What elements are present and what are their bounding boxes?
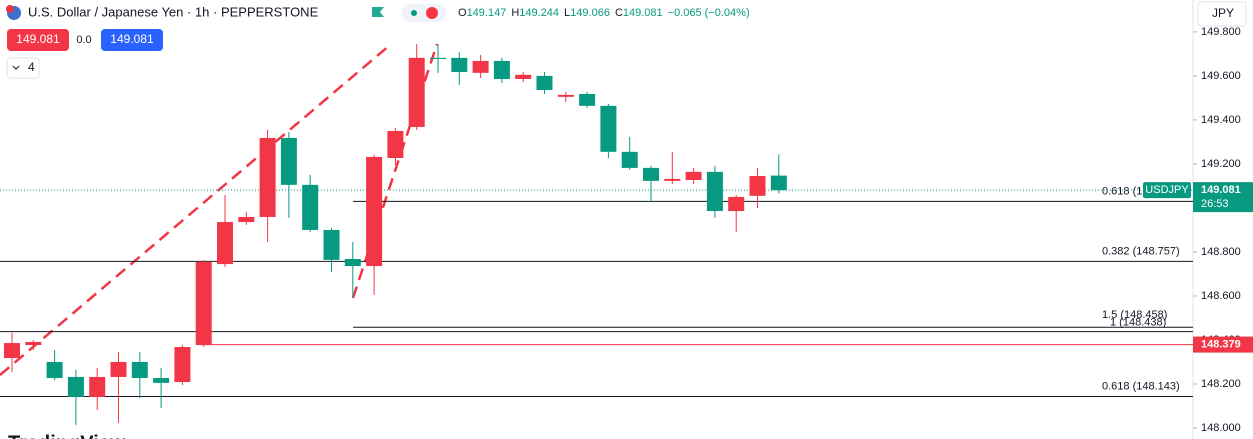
y-tick-label: 149.800 <box>1201 26 1241 38</box>
fib-label: 0.618 (148.143) <box>1102 380 1180 392</box>
y-tick-label: 149.200 <box>1201 158 1241 170</box>
y-tick-label: 148.800 <box>1201 246 1241 258</box>
y-tick-label: 148.200 <box>1201 378 1241 390</box>
candle-body <box>366 156 383 267</box>
candle-body <box>46 361 63 379</box>
candle-body <box>493 60 510 79</box>
buy-price: 149.081 <box>110 32 154 46</box>
candle-body <box>600 105 617 152</box>
flag-icon <box>6 5 14 13</box>
candle-body <box>323 229 340 260</box>
candle-body <box>621 151 638 168</box>
candle-body <box>472 60 489 73</box>
spread: 0.0 <box>76 34 91 46</box>
plot: 148.000148.200148.400148.600148.800149.0… <box>0 26 1253 439</box>
candle-body <box>67 376 84 397</box>
fib-label: 0.382 (148.757) <box>1102 245 1180 257</box>
y-tick-label: 149.600 <box>1201 70 1241 82</box>
candle-body <box>664 178 681 181</box>
y-tick-label: 149.400 <box>1201 114 1241 126</box>
ohlc-value: 149.081 <box>623 7 663 19</box>
candle-body <box>195 261 212 346</box>
currency-button[interactable] <box>1197 1 1247 27</box>
indicator-count: 4 <box>28 60 35 74</box>
ohlc-change: −0.065 (−0.04%) <box>668 7 750 19</box>
fib-label: 0.618 (1 <box>1102 185 1142 197</box>
candle-body <box>110 361 127 377</box>
candle-body <box>430 57 446 59</box>
candle-body <box>174 347 191 383</box>
last-price-tag <box>1193 182 1253 213</box>
candle-body <box>728 196 745 212</box>
candle-body <box>408 57 425 127</box>
y-tick-label: 148.600 <box>1201 290 1241 302</box>
last-price-label: 149.081 <box>1201 184 1241 196</box>
currency: JPY <box>1212 6 1234 20</box>
sell-button[interactable] <box>7 29 69 51</box>
symbol-tag <box>1143 182 1191 199</box>
candle-body <box>770 175 787 191</box>
symbol-title: U.S. Dollar / Japanese Yen · 1h · PEPPER… <box>28 4 319 19</box>
candle-body <box>579 93 596 106</box>
candle-body <box>217 222 233 265</box>
ohlc-key: O <box>458 7 467 19</box>
candle-body <box>238 216 255 223</box>
ohlc-key: C <box>615 7 623 19</box>
candle-body <box>643 167 659 181</box>
countdown: 26:53 <box>1201 198 1229 210</box>
candle-body <box>387 130 404 158</box>
ohlc-value: 149.147 <box>467 7 507 19</box>
ohlc-key: H <box>511 7 519 19</box>
candle-body <box>280 137 297 185</box>
alert-price-label: 148.379 <box>1201 339 1241 351</box>
candle-body <box>89 376 106 397</box>
toggle[interactable] <box>402 4 446 22</box>
y-tick-label: 148.000 <box>1201 422 1241 434</box>
indicator-toggle[interactable] <box>6 57 40 79</box>
buy-button[interactable] <box>101 29 163 51</box>
candle-body <box>451 57 468 72</box>
alert-price-tag <box>1193 336 1253 353</box>
flag-mark[interactable] <box>372 7 384 17</box>
candle-body <box>749 176 766 196</box>
chevron <box>12 65 20 70</box>
candle-body <box>25 341 42 346</box>
candle-body <box>344 258 361 267</box>
candle-body <box>706 171 723 212</box>
candle-body <box>515 74 532 79</box>
ohlc-key: L <box>564 7 570 19</box>
sell-price: 149.081 <box>16 32 60 46</box>
status-dot <box>411 10 417 16</box>
candle-body <box>4 343 20 359</box>
candle-body <box>302 184 319 230</box>
fib-label: 1 (148.438) <box>1110 317 1166 329</box>
ohlc-value: 149.244 <box>519 7 559 19</box>
candle-body <box>153 378 170 383</box>
candle-body <box>685 171 702 181</box>
trend-line <box>0 44 391 376</box>
watermark: TradingView <box>8 432 126 439</box>
ohlc: O149.147 H149.244 L149.066 C149.081 −0.065 (… <box>458 7 750 19</box>
candle-body <box>131 361 148 379</box>
status-icon <box>426 7 438 19</box>
ohlc-value: 149.066 <box>570 7 610 19</box>
candle-body <box>259 137 276 217</box>
symbol-tag-label: USDJPY <box>1145 184 1189 196</box>
header: U.S. Dollar / Japanese Yen · 1h · PEPPER… <box>6 1 1247 79</box>
fib-label: 1.5 (148.458) <box>1102 309 1167 321</box>
candle-body <box>557 94 574 97</box>
candle-body <box>536 75 553 91</box>
